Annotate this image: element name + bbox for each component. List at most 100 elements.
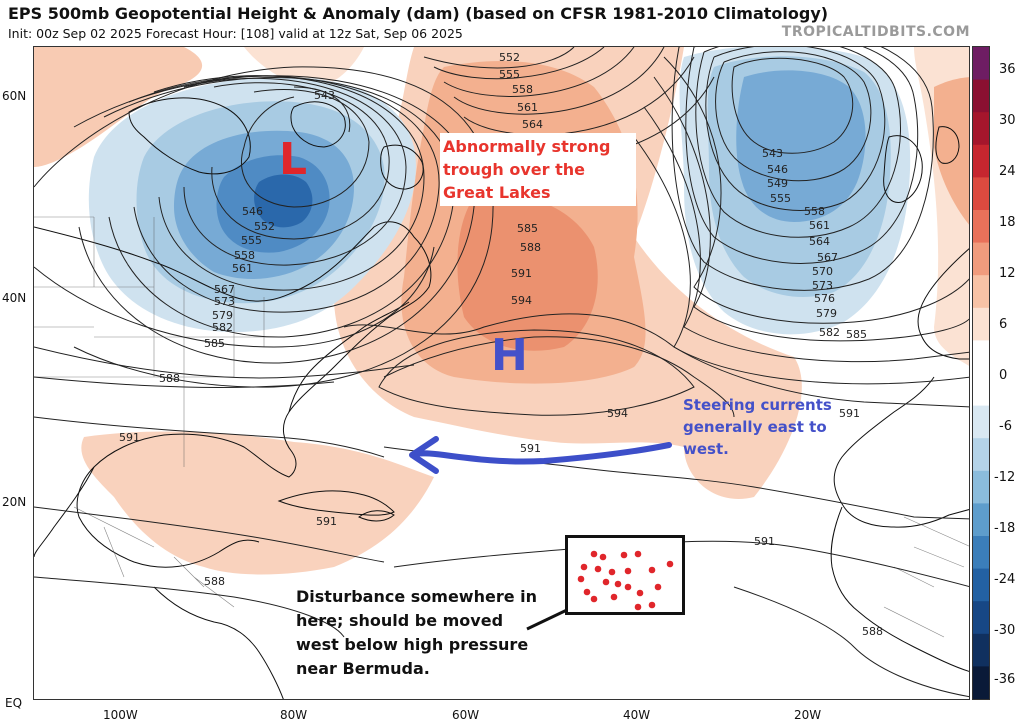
colorbar-label: 0 xyxy=(999,368,1008,383)
colorbar-swatch xyxy=(973,177,989,211)
contour-label: 552 xyxy=(499,51,520,64)
contour-label: 582 xyxy=(819,326,840,339)
lat-label-40n: 40N xyxy=(2,291,27,305)
lon-label-40w: 40W xyxy=(623,708,651,722)
height-contour xyxy=(733,586,969,698)
lon-label-20w: 20W xyxy=(794,708,822,722)
colorbar-label: 24 xyxy=(999,164,1016,179)
contour-label: 561 xyxy=(232,262,253,275)
height-contour xyxy=(34,506,385,563)
disturbance-dots xyxy=(577,550,674,611)
low-pressure-marker: L xyxy=(279,134,308,185)
high-pressure-marker: H xyxy=(491,330,528,381)
disturbance-annotation: Disturbance somewhere in here; should be… xyxy=(296,587,538,678)
contour-label: 594 xyxy=(511,294,532,307)
height-contour xyxy=(663,56,969,324)
lon-label-100w: 100W xyxy=(103,708,138,722)
lat-label-60n: 60N xyxy=(2,89,27,103)
map-canvas: 5435465525555585615675735795825855885915… xyxy=(34,47,969,699)
height-contour xyxy=(433,47,605,80)
steering-arrow xyxy=(409,436,672,474)
contour-label: 567 xyxy=(817,251,838,264)
height-contour xyxy=(34,376,335,388)
colorbar-label: -12 xyxy=(994,470,1016,485)
contour-label: 564 xyxy=(809,235,830,248)
contour-label: 558 xyxy=(234,249,255,262)
colorbar-label: -18 xyxy=(994,521,1016,536)
disturbance-pointer xyxy=(526,607,570,631)
height-contour xyxy=(643,106,969,363)
height-contour xyxy=(695,47,902,238)
colorbar-label: -6 xyxy=(999,419,1012,434)
contour-label: 561 xyxy=(517,101,538,114)
contour-label: 543 xyxy=(314,89,335,102)
colorbar-swatch xyxy=(973,438,989,472)
height-contour xyxy=(34,246,435,348)
contour-label: 573 xyxy=(812,279,833,292)
contour-label: 582 xyxy=(212,321,233,334)
colorbar-swatch xyxy=(973,536,989,570)
colorbar-swatch xyxy=(973,470,989,504)
colorbar-swatch xyxy=(973,275,989,309)
contour-label: 585 xyxy=(204,337,225,350)
contour-label-layer: 5435465525555585615675735795825855885915… xyxy=(119,51,883,638)
height-contour xyxy=(463,56,695,136)
height-contour xyxy=(685,47,919,264)
contour-label: 585 xyxy=(846,328,867,341)
height-contour xyxy=(73,75,475,364)
height-contour xyxy=(343,313,969,408)
height-contour xyxy=(715,51,872,182)
political-borders xyxy=(34,216,969,638)
height-contours xyxy=(34,47,969,698)
height-contour xyxy=(453,47,665,115)
height-contour xyxy=(705,47,886,211)
contour-label: 579 xyxy=(212,309,233,322)
contour-label: 576 xyxy=(814,292,835,305)
height-contour xyxy=(378,329,695,416)
map-title: EPS 500mb Geopotential Height & Anomaly … xyxy=(8,4,829,23)
height-contour xyxy=(383,336,735,418)
colorbar-swatch xyxy=(973,568,989,602)
colorbar-swatch xyxy=(973,47,989,81)
colorbar-label: -24 xyxy=(994,572,1016,587)
contour-label: 579 xyxy=(816,307,837,320)
steering-annotation: Steering currents generally east to west… xyxy=(683,396,832,458)
contour-label: 588 xyxy=(204,575,225,588)
colorbar-swatch xyxy=(973,210,989,244)
contour-label: 555 xyxy=(499,68,520,81)
height-contour xyxy=(183,77,407,266)
height-contour xyxy=(34,346,415,379)
contour-label: 543 xyxy=(762,147,783,160)
contour-label: 558 xyxy=(512,83,533,96)
header: EPS 500mb Geopotential Height & Anomaly … xyxy=(0,0,1024,46)
colorbar-swatch xyxy=(973,242,989,276)
contour-label: 555 xyxy=(241,234,262,247)
contour-label: 549 xyxy=(767,177,788,190)
trough-annotation: Abnormally strong trough over the Great … xyxy=(440,133,636,206)
colorbar-swatch xyxy=(973,112,989,146)
contour-label: 591 xyxy=(119,431,140,444)
height-contour xyxy=(671,47,934,291)
disturbance-box xyxy=(565,535,685,615)
height-contour xyxy=(34,66,494,388)
height-contour xyxy=(34,416,385,458)
contour-label: 546 xyxy=(242,205,263,218)
height-contour xyxy=(103,77,455,338)
colorbar-label: -30 xyxy=(994,623,1016,638)
colorbar-swatch xyxy=(973,666,989,699)
height-contour xyxy=(731,57,854,154)
contour-label: 588 xyxy=(862,625,883,638)
colorbar-label: 18 xyxy=(999,215,1016,230)
contour-label: 591 xyxy=(316,515,337,528)
colorbar-swatch xyxy=(973,144,989,178)
contour-label: 558 xyxy=(804,205,825,218)
contour-label: 564 xyxy=(522,118,543,131)
height-contour xyxy=(443,47,635,97)
height-contour xyxy=(393,540,969,587)
height-contour xyxy=(211,82,390,240)
lat-label-20n: 20N xyxy=(2,495,27,509)
height-contour xyxy=(423,47,575,69)
watermark: TROPICALTIDBITS.COM xyxy=(781,24,970,40)
contour-label: 591 xyxy=(839,407,860,420)
contour-label: 588 xyxy=(159,372,180,385)
